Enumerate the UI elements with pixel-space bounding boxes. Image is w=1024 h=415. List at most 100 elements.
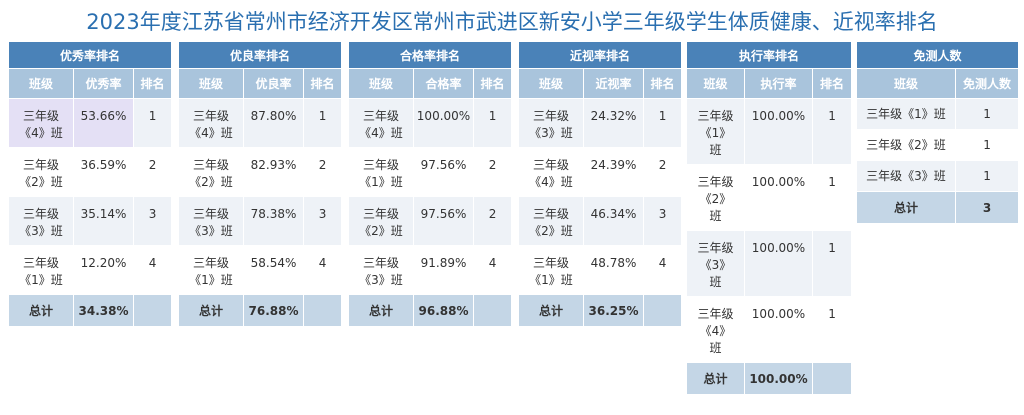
page-title: 2023年度江苏省常州市经济开发区常州市武进区新安小学三年级学生体质健康、近视率… — [86, 10, 938, 34]
class-cell: 三年级《1》班 — [178, 245, 244, 295]
rank-cell: 4 — [472, 245, 513, 295]
table-row[interactable]: 三年级 《4》班 87.80% 1 — [178, 98, 343, 148]
table-row[interactable]: 三年级 《1》班 97.56% 2 — [348, 147, 513, 197]
class-cell: 三年级《1》班 — [686, 98, 745, 165]
table-row[interactable]: 三年级 《1》班 58.54% 4 — [178, 245, 343, 295]
good-rate-table: 优良率排名 班级 优良率 排名 三年级 《4》班 87.80% 1 三年级 《2》班… — [177, 41, 343, 327]
class-cell: 三年级《1》班 — [518, 245, 584, 295]
value-cell: 48.78% — [583, 245, 644, 295]
column-header-value: 优良率 — [243, 68, 304, 99]
value-cell: 100.00% — [744, 296, 813, 363]
total-row: 总计 34.38% — [8, 294, 173, 327]
table-row[interactable]: 三年级《2》班 1 — [856, 129, 1020, 161]
table-row[interactable]: 三年级 《2》班 36.59% 2 — [8, 147, 173, 197]
class-cell: 三年级 《4》班 — [686, 296, 745, 363]
total-value: 34.38% — [73, 294, 134, 327]
table-row[interactable]: 三年级《1》班 1 — [856, 98, 1020, 130]
class-cell: 三年级《2》班 — [518, 196, 584, 246]
value-cell: 36.59% — [73, 147, 134, 197]
total-rank-empty — [132, 294, 173, 327]
value-cell: 1 — [954, 160, 1020, 192]
execution-rate-table: 执行率排名 班级 执行率 排名 三年级 《1》班 100.00% 1 三年级 《2》… — [685, 41, 853, 395]
rank-cell: 1 — [302, 98, 343, 148]
rank-cell: 4 — [302, 245, 343, 295]
table-row[interactable]: 三年级 《1》班 48.78% 4 — [518, 245, 683, 295]
value-cell: 97.56% — [413, 147, 474, 197]
table-row[interactable]: 三年级 《2》班 46.34% 3 — [518, 196, 683, 246]
rank-cell: 1 — [642, 98, 683, 148]
table-row[interactable]: 三年级 《3》班 78.38% 3 — [178, 196, 343, 246]
column-header-class: 班级 — [178, 68, 244, 99]
table-row[interactable]: 三年级 《4》班 100.00% 1 — [348, 98, 513, 148]
total-rank-empty — [472, 294, 513, 327]
value-cell: 24.32% — [583, 98, 644, 148]
value-cell: 82.93% — [243, 147, 304, 197]
rank-cell: 1 — [811, 296, 853, 363]
rank-cell: 1 — [811, 230, 853, 297]
class-cell: 三年级《3》班 — [518, 98, 584, 148]
table-row[interactable]: 三年级 《2》班 100.00% 1 — [686, 164, 853, 231]
class-cell: 三年级《2》班 — [8, 147, 74, 197]
table-row[interactable]: 三年级 《2》班 97.56% 2 — [348, 196, 513, 246]
column-header-rank: 排名 — [302, 68, 343, 99]
class-cell: 三年级《1》班 — [8, 245, 74, 295]
rank-cell: 1 — [811, 98, 853, 165]
table-title: 执行率排名 — [685, 41, 853, 69]
table-row[interactable]: 三年级 《3》班 91.89% 4 — [348, 245, 513, 295]
value-cell: 100.00% — [744, 230, 813, 297]
column-header-value: 优秀率 — [73, 68, 134, 99]
class-cell: 三年级 《4》班 — [518, 147, 584, 197]
column-header-value: 执行率 — [744, 68, 813, 99]
table-row[interactable]: 三年级 《3》班 100.00% 1 — [686, 230, 853, 297]
value-cell: 100.00% — [413, 98, 474, 148]
table-row[interactable]: 三年级 《3》班 24.32% 1 — [518, 98, 683, 148]
total-value: 100.00% — [744, 362, 813, 395]
table-row[interactable]: 三年级 《4》班 53.66% 1 — [8, 98, 173, 148]
total-value: 36.25% — [583, 294, 644, 327]
rank-cell: 2 — [472, 196, 513, 246]
value-cell: 12.20% — [73, 245, 134, 295]
table-row[interactable]: 三年级《3》班 1 — [856, 160, 1020, 192]
table-title: 近视率排名 — [517, 41, 683, 69]
table-row[interactable]: 三年级 《4》班 100.00% 1 — [686, 296, 853, 363]
table-row[interactable]: 三年级 《1》班 12.20% 4 — [8, 245, 173, 295]
total-row: 总计 76.88% — [178, 294, 343, 327]
rank-cell: 2 — [302, 147, 343, 197]
table-row[interactable]: 三年级 《4》班 24.39% 2 — [518, 147, 683, 197]
rank-cell: 4 — [132, 245, 173, 295]
total-label: 总计 — [348, 294, 414, 327]
rank-cell: 1 — [811, 164, 853, 231]
total-row: 总计 96.88% — [348, 294, 513, 327]
class-cell: 三年级《1》班 — [856, 98, 956, 130]
total-value: 3 — [954, 191, 1020, 224]
value-cell: 78.38% — [243, 196, 304, 246]
class-cell: 三年级《3》班 — [856, 160, 956, 192]
total-row: 总计 3 — [856, 191, 1020, 224]
column-header-rank: 排名 — [811, 68, 853, 99]
rank-cell: 3 — [302, 196, 343, 246]
rank-cell: 1 — [132, 98, 173, 148]
pass-rate-table: 合格率排名 班级 合格率 排名 三年级 《4》班 100.00% 1 三年级 《1》… — [347, 41, 513, 327]
total-label: 总计 — [518, 294, 584, 327]
class-cell: 三年级《2》班 — [856, 129, 956, 161]
total-value: 96.88% — [413, 294, 474, 327]
column-header-class: 班级 — [518, 68, 584, 99]
value-cell: 87.80% — [243, 98, 304, 148]
class-cell: 三年级 《4》班 — [178, 98, 244, 148]
rank-cell: 1 — [472, 98, 513, 148]
table-row[interactable]: 三年级 《3》班 35.14% 3 — [8, 196, 173, 246]
table-title: 优良率排名 — [177, 41, 343, 69]
value-cell: 35.14% — [73, 196, 134, 246]
column-header-class: 班级 — [686, 68, 745, 99]
value-cell: 1 — [954, 98, 1020, 130]
column-header-class: 班级 — [348, 68, 414, 99]
total-rank-empty — [642, 294, 683, 327]
table-row[interactable]: 三年级 《2》班 82.93% 2 — [178, 147, 343, 197]
excellent-rate-table: 优秀率排名 班级 优秀率 排名 三年级 《4》班 53.66% 1 三年级 《2》班… — [7, 41, 173, 327]
table-row[interactable]: 三年级 《1》班 100.00% 1 — [686, 98, 853, 165]
value-cell: 46.34% — [583, 196, 644, 246]
class-cell: 三年级《3》班 — [8, 196, 74, 246]
column-header-class: 班级 — [8, 68, 74, 99]
total-rank-empty — [811, 362, 853, 395]
column-header-rank: 排名 — [642, 68, 683, 99]
